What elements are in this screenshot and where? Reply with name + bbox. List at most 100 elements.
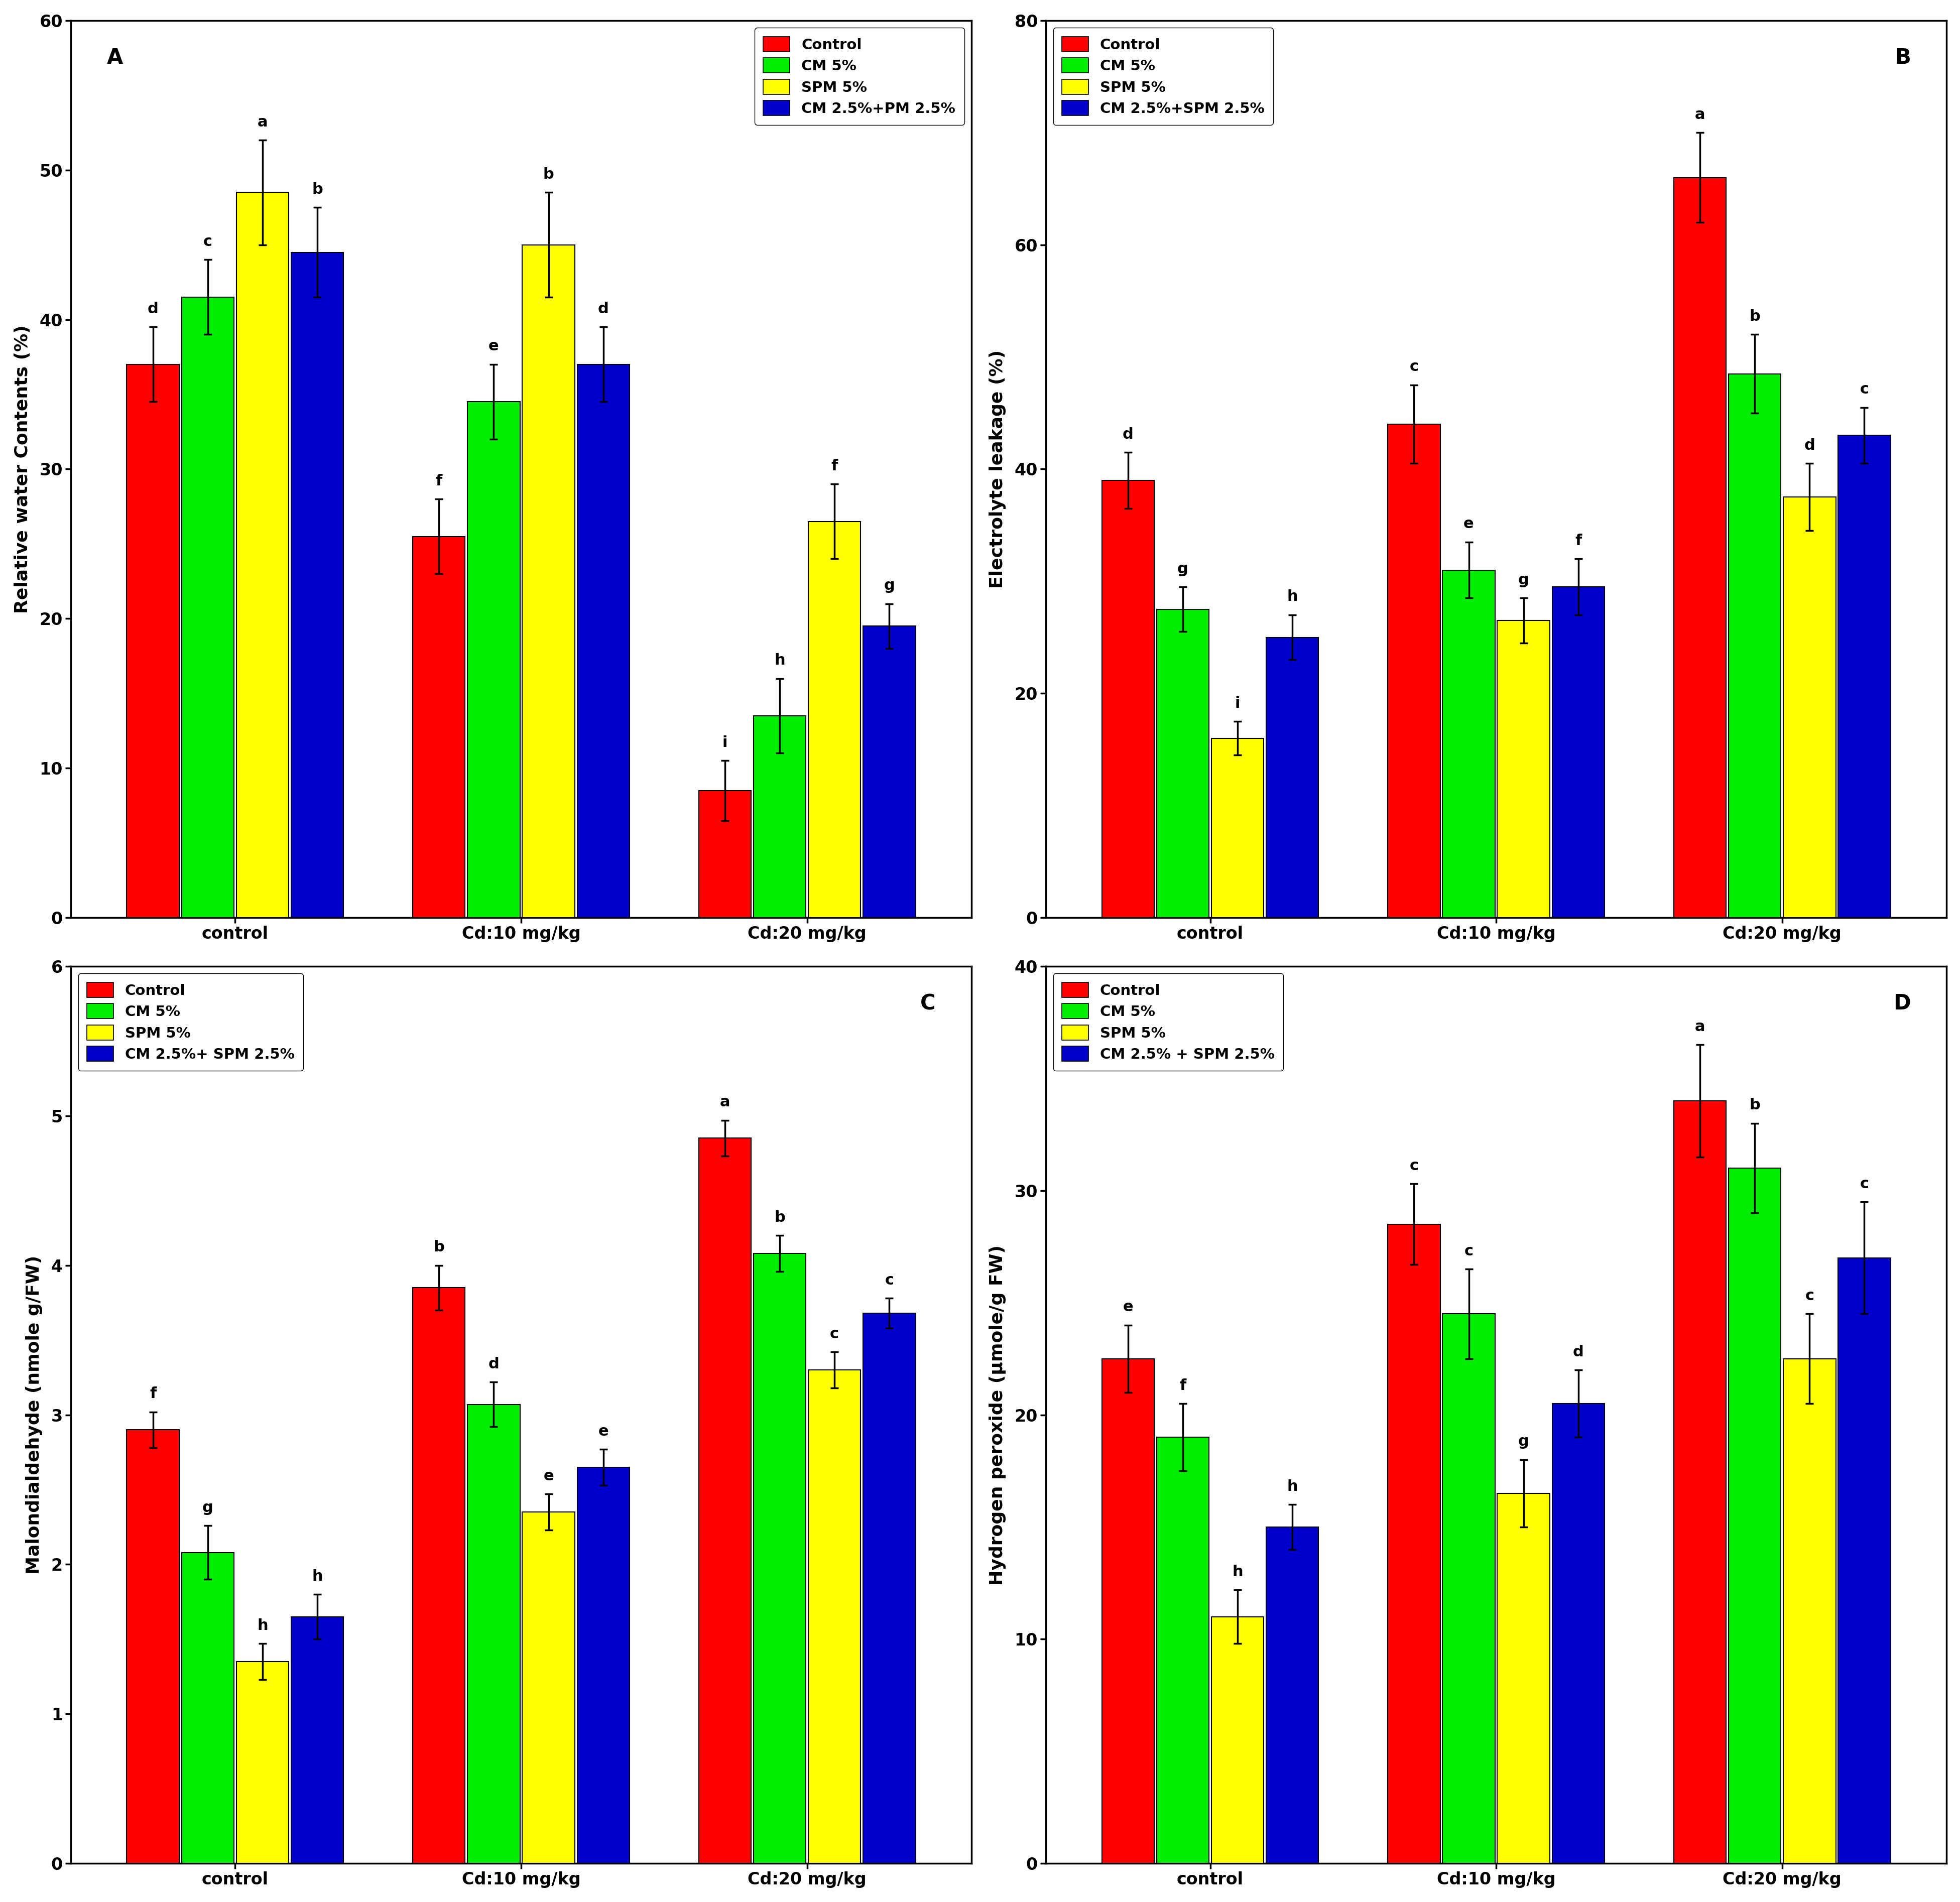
Bar <box>753 715 806 917</box>
Text: d: d <box>1572 1345 1584 1360</box>
Text: c: c <box>204 234 212 249</box>
Text: a: a <box>1693 107 1705 122</box>
Text: c: c <box>1464 1244 1472 1259</box>
Bar <box>1388 424 1441 917</box>
Text: h: h <box>1286 1480 1298 1493</box>
Y-axis label: Malondialdehyde (nmole g/FW): Malondialdehyde (nmole g/FW) <box>25 1255 43 1575</box>
Bar <box>292 253 343 917</box>
Bar <box>862 1312 915 1864</box>
Text: b: b <box>543 167 555 183</box>
Bar <box>576 1466 629 1864</box>
Text: g: g <box>1517 573 1529 588</box>
Text: e: e <box>598 1425 608 1438</box>
Text: A: A <box>106 48 123 68</box>
Bar <box>698 791 751 917</box>
Bar <box>292 1617 343 1864</box>
Y-axis label: Relative water Contents (%): Relative water Contents (%) <box>14 325 31 612</box>
Text: a: a <box>257 114 269 129</box>
Bar <box>1443 1314 1495 1864</box>
Legend: Control, CM 5%, SPM 5%, CM 2.5%+SPM 2.5%: Control, CM 5%, SPM 5%, CM 2.5%+SPM 2.5% <box>1053 29 1272 126</box>
Text: e: e <box>488 339 498 354</box>
Bar <box>1211 738 1264 917</box>
Bar <box>1674 177 1725 917</box>
Text: f: f <box>1180 1379 1186 1392</box>
Legend: Control, CM 5%, SPM 5%, CM 2.5% + SPM 2.5%: Control, CM 5%, SPM 5%, CM 2.5% + SPM 2.… <box>1053 974 1284 1071</box>
Bar <box>1784 1358 1835 1864</box>
Legend: Control, CM 5%, SPM 5%, CM 2.5%+ SPM 2.5%: Control, CM 5%, SPM 5%, CM 2.5%+ SPM 2.5… <box>78 974 304 1071</box>
Text: e: e <box>543 1468 553 1484</box>
Bar <box>808 1369 860 1864</box>
Bar <box>237 192 288 917</box>
Text: d: d <box>488 1356 500 1371</box>
Text: a: a <box>719 1096 729 1109</box>
Text: c: c <box>1805 1288 1813 1303</box>
Text: c: c <box>829 1328 839 1341</box>
Bar <box>1102 1358 1154 1864</box>
Y-axis label: Hydrogen peroxide (μmole/g FW): Hydrogen peroxide (μmole/g FW) <box>988 1244 1005 1584</box>
Bar <box>1497 1493 1550 1864</box>
Text: i: i <box>721 736 727 749</box>
Bar <box>576 365 629 917</box>
Text: h: h <box>257 1619 269 1634</box>
Text: b: b <box>1748 310 1760 323</box>
Bar <box>182 297 233 917</box>
Text: D: D <box>1893 993 1911 1014</box>
Y-axis label: Electrolyte leakage (%): Electrolyte leakage (%) <box>988 350 1005 588</box>
Bar <box>1838 1257 1889 1864</box>
Text: f: f <box>435 474 443 489</box>
Bar <box>1552 1404 1603 1864</box>
Text: e: e <box>1464 517 1474 531</box>
Text: h: h <box>774 652 784 668</box>
Text: f: f <box>149 1387 157 1402</box>
Text: d: d <box>1123 426 1133 441</box>
Bar <box>521 1512 574 1864</box>
Text: g: g <box>202 1501 214 1514</box>
Text: i: i <box>1235 696 1241 711</box>
Bar <box>1497 620 1550 917</box>
Bar <box>1211 1617 1264 1864</box>
Bar <box>182 1552 233 1864</box>
Bar <box>1388 1225 1441 1864</box>
Text: h: h <box>1286 590 1298 605</box>
Bar <box>414 536 465 917</box>
Bar <box>808 521 860 917</box>
Text: C: C <box>919 993 935 1014</box>
Bar <box>466 1404 519 1864</box>
Bar <box>127 1430 178 1864</box>
Text: e: e <box>1123 1299 1133 1314</box>
Text: g: g <box>1517 1434 1529 1449</box>
Bar <box>1674 1101 1725 1864</box>
Bar <box>466 401 519 917</box>
Bar <box>1156 1438 1209 1864</box>
Bar <box>1266 637 1319 917</box>
Bar <box>1443 571 1495 917</box>
Text: b: b <box>312 183 323 196</box>
Text: g: g <box>1178 561 1188 576</box>
Text: c: c <box>1409 359 1419 375</box>
Bar <box>1784 496 1835 917</box>
Text: B: B <box>1893 48 1911 68</box>
Bar <box>862 626 915 917</box>
Bar <box>1102 481 1154 917</box>
Bar <box>127 365 178 917</box>
Text: f: f <box>1574 533 1582 548</box>
Bar <box>1729 375 1780 917</box>
Text: h: h <box>1231 1565 1243 1579</box>
Bar <box>753 1253 806 1864</box>
Text: c: c <box>1860 1177 1868 1191</box>
Bar <box>1552 588 1603 917</box>
Bar <box>1729 1168 1780 1864</box>
Text: h: h <box>312 1569 323 1584</box>
Text: b: b <box>774 1210 784 1225</box>
Text: f: f <box>831 458 837 474</box>
Text: c: c <box>1860 382 1868 398</box>
Text: b: b <box>433 1240 445 1255</box>
Text: b: b <box>1748 1097 1760 1113</box>
Text: g: g <box>884 578 894 593</box>
Text: d: d <box>147 302 159 316</box>
Bar <box>1156 609 1209 917</box>
Text: c: c <box>1409 1158 1419 1174</box>
Bar <box>237 1662 288 1864</box>
Text: c: c <box>884 1272 894 1288</box>
Text: d: d <box>1803 437 1815 453</box>
